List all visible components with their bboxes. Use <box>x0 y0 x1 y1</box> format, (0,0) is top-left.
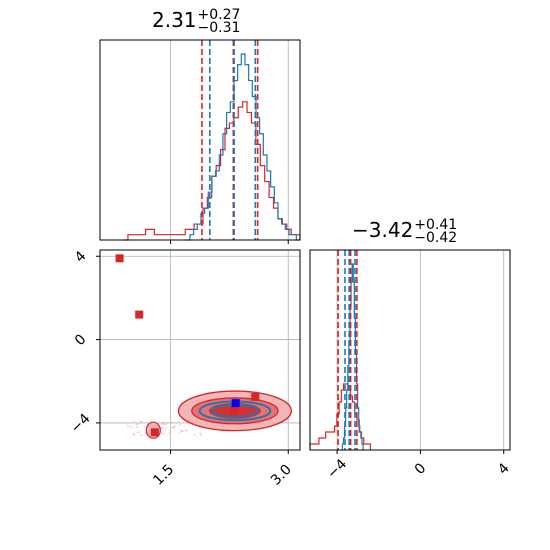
scatter-speckle-point <box>179 422 182 425</box>
scatter-speckle-point <box>137 423 140 425</box>
scatter-speckle-point <box>139 420 142 423</box>
title-param2-minus: −0.42 <box>414 229 458 246</box>
scatter-speckle-point <box>193 434 196 436</box>
scatter-speckle-point <box>132 420 135 423</box>
scatter-speckle-point <box>165 423 168 426</box>
hist2-hist-red <box>309 383 372 450</box>
scatter-speckle-point <box>169 424 172 427</box>
scatter-speckle-point <box>162 432 165 435</box>
scatter-speckle-point <box>178 432 181 435</box>
red-point-4 <box>251 392 260 401</box>
scatter-speckle-point <box>163 423 166 426</box>
scatter-speckle-point <box>130 425 133 428</box>
hist2-frame <box>309 249 511 451</box>
scatter-xtick-label-0: 1.5 <box>150 462 177 489</box>
scatter-speckle-point <box>184 421 187 424</box>
scatter-speckle-point <box>133 434 136 437</box>
hist1-hist-blue <box>186 53 300 241</box>
blue-point-0 <box>231 399 240 408</box>
hist1-frame <box>99 39 301 241</box>
scatter-speckle-point <box>199 432 202 435</box>
scatter-ytick-label-0: −4 <box>68 411 94 437</box>
scatter-speckle-point <box>139 434 142 437</box>
scatter-speckle-point <box>144 432 147 434</box>
scatter-speckle-point <box>182 430 184 432</box>
scatter-xtick-label-1: 3.0 <box>268 462 295 489</box>
scatter-speckle-point <box>170 427 173 429</box>
scatter-speckle-point <box>200 434 203 436</box>
scatter-speckle-point <box>179 424 182 426</box>
scatter-speckle-point <box>185 429 187 432</box>
hist2-tick-label-2: 4 <box>495 460 513 478</box>
scatter-speckle-point <box>178 421 180 423</box>
scatter-speckle-point <box>161 423 164 426</box>
scatter-ytick-label-1: 0 <box>72 331 90 349</box>
scatter-speckle-point <box>136 431 139 434</box>
scatter-speckle-point <box>135 423 138 426</box>
scatter-speckle-point <box>138 431 141 434</box>
hist2-tick-label-1: 0 <box>412 460 430 478</box>
scatter-speckle-point <box>173 425 176 428</box>
scatter-ytick-label-2: 4 <box>72 248 90 266</box>
title-param1: 2.31 +0.27 −0.31 <box>152 8 240 35</box>
red-point-0 <box>115 254 124 263</box>
title-param1-minus: −0.31 <box>197 19 241 36</box>
hist1-hist-red <box>123 101 301 241</box>
scatter-speckle-point <box>172 426 175 429</box>
scatter-speckle-point <box>160 432 163 434</box>
red-point-1 <box>135 310 144 319</box>
scatter-speckle-point <box>165 428 167 430</box>
red-point-2 <box>150 428 159 437</box>
scatter-speckle-point <box>143 425 146 428</box>
title-param2-plus: +0.41 <box>414 216 458 233</box>
hist2-tick-label-0: −4 <box>324 456 350 482</box>
scatter-speckle-point <box>161 426 164 429</box>
red-point-3 <box>229 406 238 415</box>
title-param1-plus: +0.27 <box>197 6 241 23</box>
scatter-speckle-point <box>128 422 131 424</box>
title-param2: −3.42 +0.41 −0.42 <box>352 218 457 245</box>
histogram-panel-param2: −4 0 4 <box>309 249 513 482</box>
title-param2-median: −3.42 <box>352 218 414 242</box>
scatter-frame <box>99 249 301 451</box>
scatter-speckle-point <box>180 430 183 433</box>
title-param1-median: 2.31 <box>152 8 197 32</box>
scatter-panel: −4 0 4 1.5 3.0 <box>68 248 301 489</box>
scatter-speckle-point <box>127 425 129 427</box>
scatter-speckle-point <box>170 420 172 423</box>
histogram-panel-param1 <box>99 39 301 244</box>
scatter-speckle-point <box>136 426 138 429</box>
scatter-speckle-point <box>161 421 164 424</box>
scatter-speckle-point <box>168 432 171 434</box>
